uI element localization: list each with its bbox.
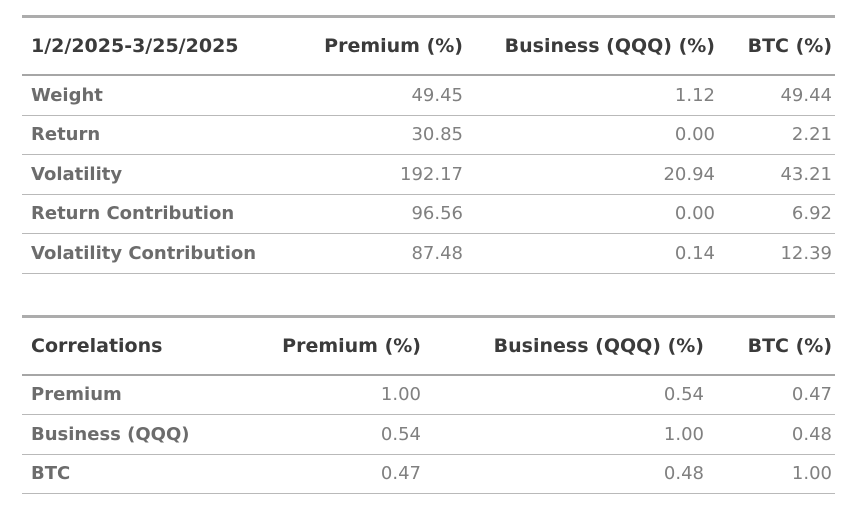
table-row-volatility-contribution: Volatility Contribution 87.48 0.14 12.39 (22, 233, 835, 274)
cell-value: 0.47 (282, 454, 424, 494)
row-label: Weight (22, 75, 322, 116)
cell-value: 1.12 (466, 75, 718, 116)
correlations-table: Correlations Premium (%) Business (QQQ) … (22, 314, 835, 495)
correlations-title: Correlations (22, 316, 282, 376)
table-row-volatility: Volatility 192.17 20.94 43.21 (22, 154, 835, 195)
cell-value: 2.21 (718, 115, 835, 155)
column-header-premium: Premium (%) (282, 316, 424, 376)
column-header-btc: BTC (%) (718, 16, 835, 76)
cell-value: 96.56 (322, 194, 466, 234)
table-row-weight: Weight 49.45 1.12 49.44 (22, 75, 835, 116)
performance-table: 1/2/2025-3/25/2025 Premium (%) Business … (22, 15, 835, 274)
cell-value: 1.00 (707, 454, 835, 494)
cell-value: 20.94 (466, 154, 718, 195)
row-label: Premium (22, 374, 282, 415)
row-label: Return (22, 115, 322, 155)
performance-period-title: 1/2/2025-3/25/2025 (22, 16, 322, 76)
table-row-premium: Premium 1.00 0.54 0.47 (22, 374, 835, 415)
cell-value: 6.92 (718, 194, 835, 234)
cell-value: 192.17 (322, 154, 466, 195)
row-label: BTC (22, 454, 282, 494)
table-row-return-contribution: Return Contribution 96.56 0.00 6.92 (22, 194, 835, 234)
row-label: Return Contribution (22, 194, 322, 234)
cell-value: 0.48 (707, 414, 835, 455)
row-label: Volatility Contribution (22, 233, 322, 274)
row-label: Volatility (22, 154, 322, 195)
cell-value: 0.47 (707, 374, 835, 415)
column-header-premium: Premium (%) (322, 16, 466, 76)
cell-value: 30.85 (322, 115, 466, 155)
cell-value: 49.45 (322, 75, 466, 116)
table-row-business-qqq: Business (QQQ) 0.54 1.00 0.48 (22, 414, 835, 455)
cell-value: 1.00 (282, 374, 424, 415)
row-label: Business (QQQ) (22, 414, 282, 455)
cell-value: 0.54 (282, 414, 424, 455)
column-header-business-qqq: Business (QQQ) (%) (466, 16, 718, 76)
cell-value: 0.48 (424, 454, 707, 494)
cell-value: 43.21 (718, 154, 835, 195)
cell-value: 49.44 (718, 75, 835, 116)
column-header-business-qqq: Business (QQQ) (%) (424, 316, 707, 376)
report-page: 1/2/2025-3/25/2025 Premium (%) Business … (22, 15, 835, 495)
table-row-btc: BTC 0.47 0.48 1.00 (22, 454, 835, 494)
cell-value: 0.14 (466, 233, 718, 274)
cell-value: 0.00 (466, 194, 718, 234)
cell-value: 12.39 (718, 233, 835, 274)
cell-value: 0.54 (424, 374, 707, 415)
performance-header-row: 1/2/2025-3/25/2025 Premium (%) Business … (22, 16, 835, 76)
column-header-btc: BTC (%) (707, 316, 835, 376)
table-row-return: Return 30.85 0.00 2.21 (22, 115, 835, 155)
cell-value: 1.00 (424, 414, 707, 455)
correlations-header-row: Correlations Premium (%) Business (QQQ) … (22, 316, 835, 376)
cell-value: 87.48 (322, 233, 466, 274)
cell-value: 0.00 (466, 115, 718, 155)
